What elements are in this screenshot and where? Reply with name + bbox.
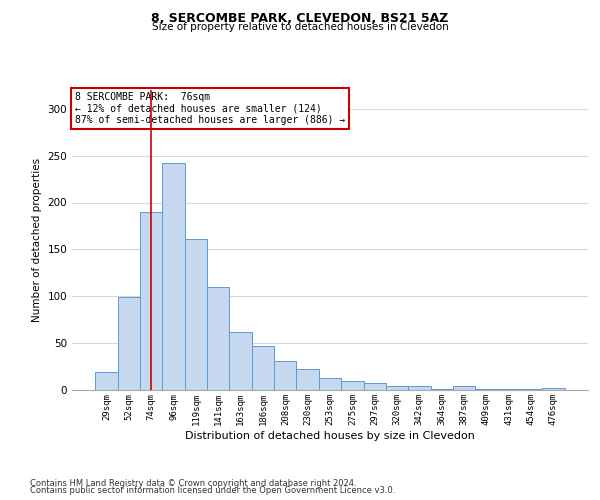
- Bar: [229, 332, 252, 390]
- Bar: [542, 388, 565, 390]
- Bar: [185, 239, 207, 390]
- Bar: [207, 287, 229, 390]
- Text: Size of property relative to detached houses in Clevedon: Size of property relative to detached ho…: [152, 22, 448, 32]
- Bar: [319, 378, 341, 390]
- Text: 8 SERCOMBE PARK:  76sqm
← 12% of detached houses are smaller (124)
87% of semi-d: 8 SERCOMBE PARK: 76sqm ← 12% of detached…: [74, 92, 345, 124]
- Bar: [520, 389, 542, 390]
- Bar: [475, 389, 497, 390]
- X-axis label: Distribution of detached houses by size in Clevedon: Distribution of detached houses by size …: [185, 430, 475, 440]
- Bar: [274, 361, 296, 390]
- Bar: [497, 389, 520, 390]
- Bar: [95, 372, 118, 390]
- Bar: [431, 389, 453, 390]
- Bar: [140, 212, 163, 390]
- Text: 8, SERCOMBE PARK, CLEVEDON, BS21 5AZ: 8, SERCOMBE PARK, CLEVEDON, BS21 5AZ: [151, 12, 449, 26]
- Bar: [386, 386, 408, 390]
- Text: Contains HM Land Registry data © Crown copyright and database right 2024.: Contains HM Land Registry data © Crown c…: [30, 478, 356, 488]
- Bar: [341, 380, 364, 390]
- Text: Contains public sector information licensed under the Open Government Licence v3: Contains public sector information licen…: [30, 486, 395, 495]
- Bar: [453, 386, 475, 390]
- Bar: [364, 384, 386, 390]
- Bar: [408, 386, 431, 390]
- Bar: [252, 346, 274, 390]
- Y-axis label: Number of detached properties: Number of detached properties: [32, 158, 42, 322]
- Bar: [296, 370, 319, 390]
- Bar: [163, 163, 185, 390]
- Bar: [118, 297, 140, 390]
